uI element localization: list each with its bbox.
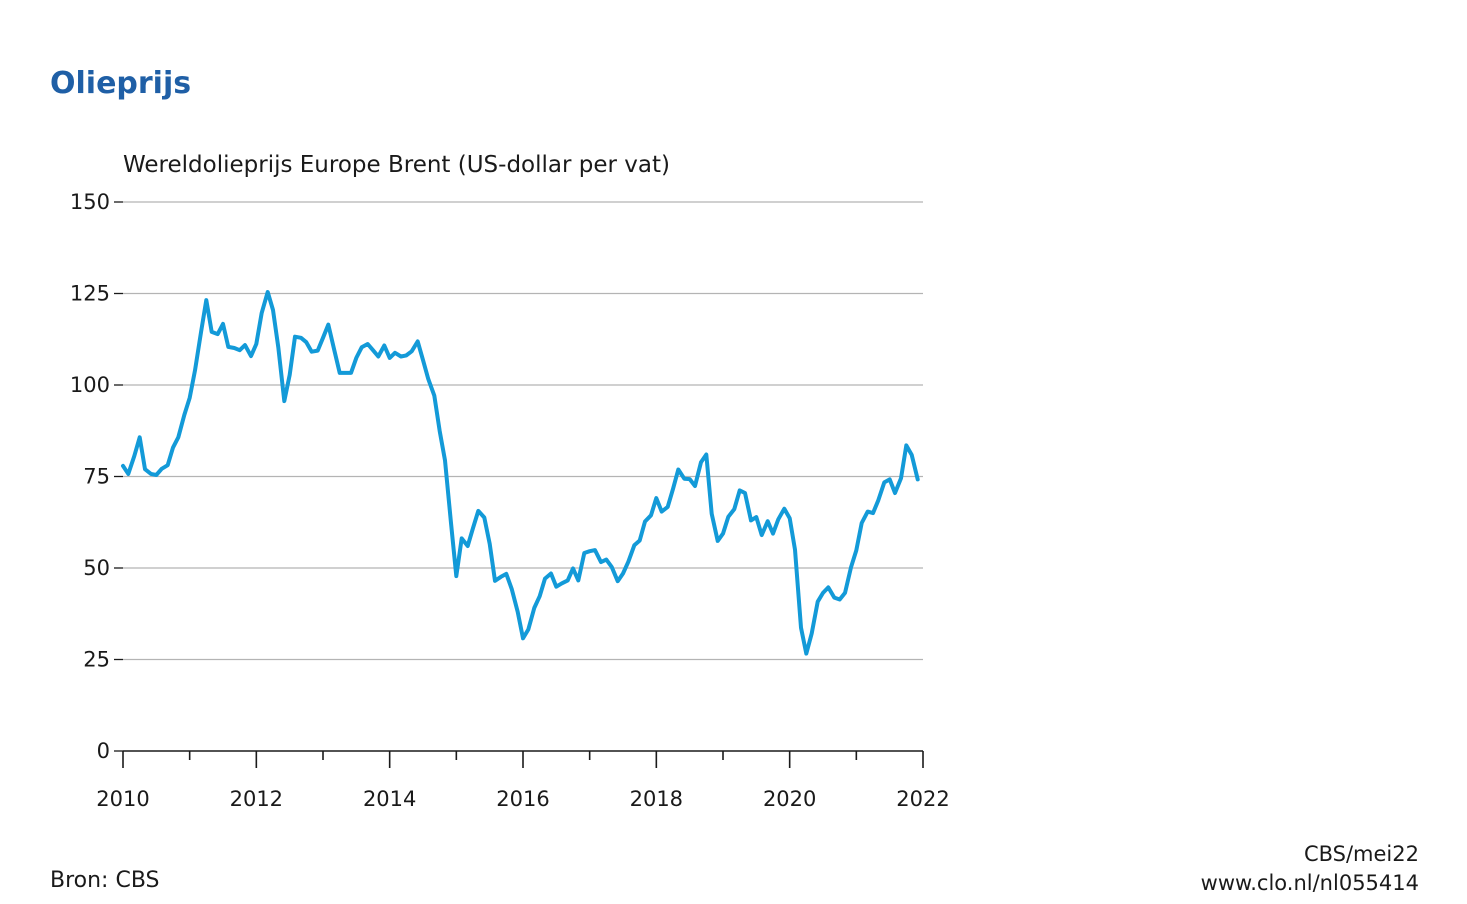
y-tick-labels: 0 25 50 75 100 125 150 <box>70 190 123 763</box>
chart-subtitle: Wereldolieprijs Europe Brent (US-dollar … <box>123 152 670 178</box>
x-tick-label: 2018 <box>630 787 683 811</box>
credit-block: CBS/mei22 www.clo.nl/nl055414 <box>1201 840 1419 898</box>
credit-url: www.clo.nl/nl055414 <box>1200 871 1419 895</box>
y-tick-label: 50 <box>83 556 110 580</box>
source-note: Bron: CBS <box>50 868 160 893</box>
grid-lines <box>123 201 923 661</box>
x-tick-label: 2016 <box>496 787 549 811</box>
x-tick-label: 2020 <box>763 787 816 811</box>
x-axis: 2010 2012 2014 2016 2018 2020 2022 <box>96 750 950 811</box>
x-tick-label: 2022 <box>896 787 949 811</box>
y-tick-label: 100 <box>70 373 110 397</box>
y-tick-label: 75 <box>83 465 110 489</box>
x-tick-label: 2012 <box>230 787 283 811</box>
y-tick-label: 25 <box>83 648 110 672</box>
y-tick-label: 150 <box>70 190 110 214</box>
series-line <box>121 290 920 656</box>
series <box>121 290 920 656</box>
page-title: Olieprijs <box>50 66 192 101</box>
credit-date: CBS/mei22 <box>1303 842 1419 866</box>
y-tick-label: 125 <box>70 282 110 306</box>
y-tick-label: 0 <box>97 739 110 763</box>
x-tick-label: 2010 <box>96 787 149 811</box>
x-tick-label: 2014 <box>363 787 416 811</box>
